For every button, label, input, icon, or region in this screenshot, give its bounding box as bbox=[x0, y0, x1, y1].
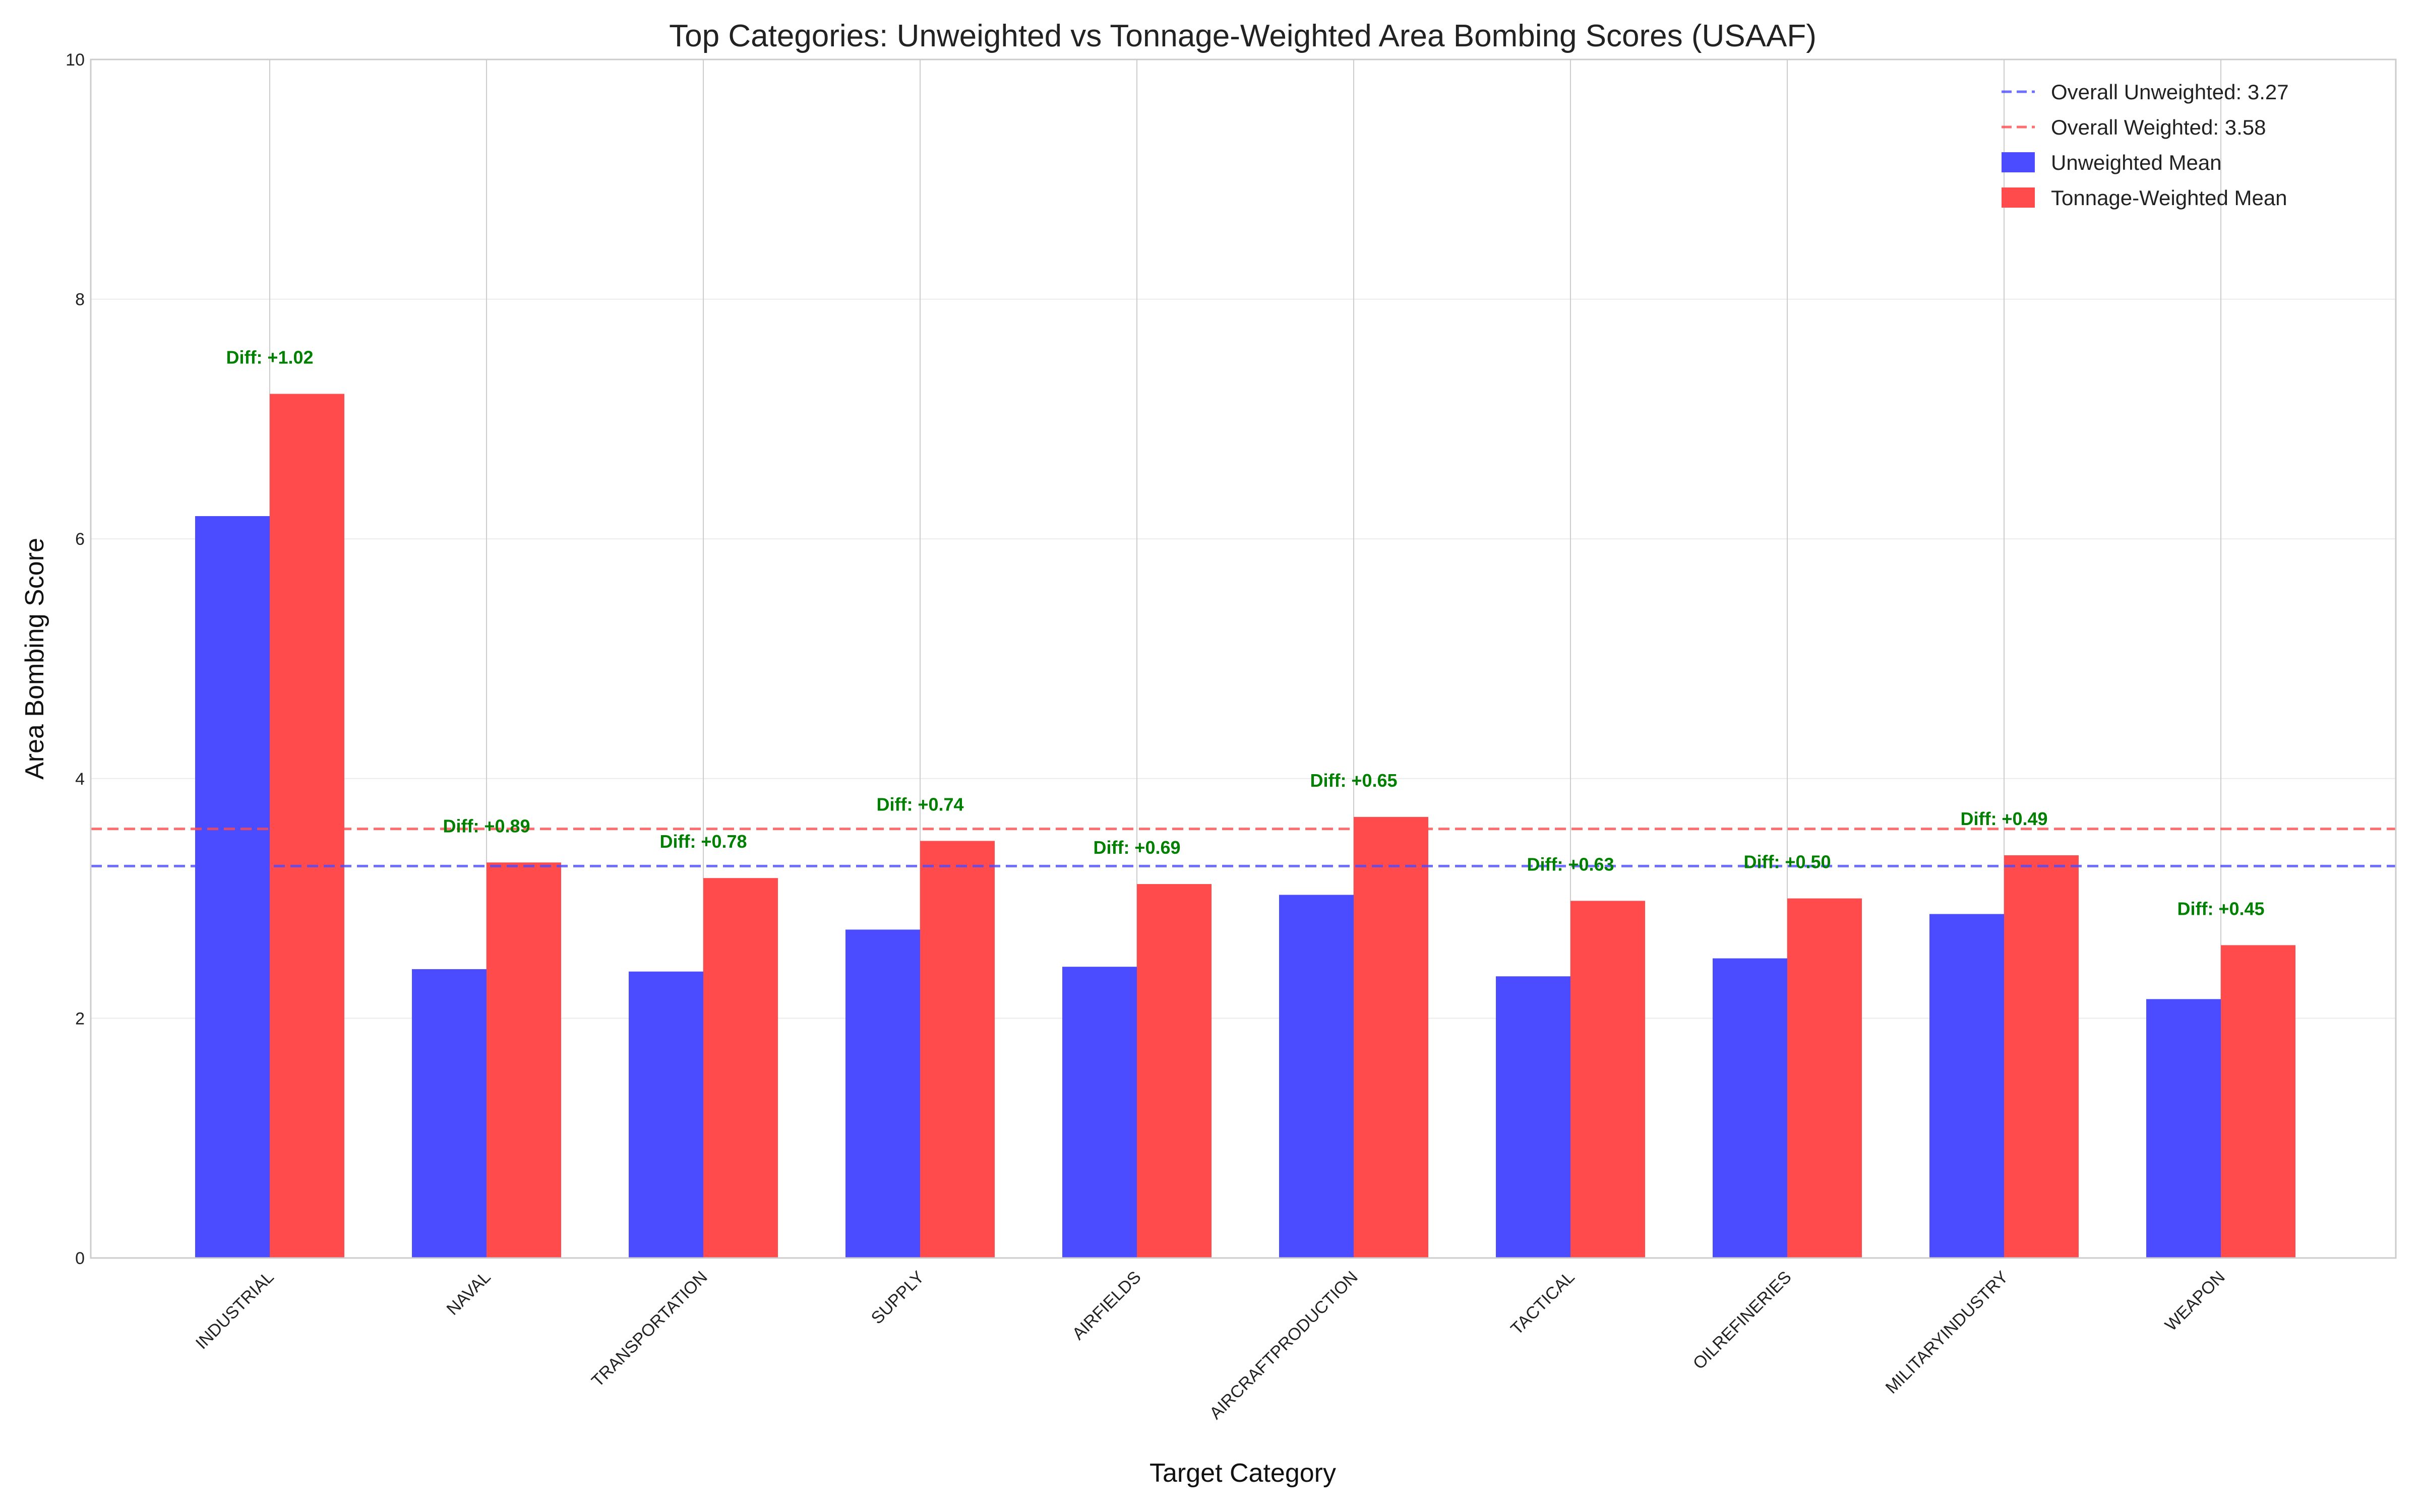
x-axis-title: Target Category bbox=[1150, 1459, 1336, 1488]
diff-label: Diff: +0.65 bbox=[1310, 770, 1397, 791]
legend-swatch bbox=[2002, 187, 2035, 208]
chart-title: Top Categories: Unweighted vs Tonnage-We… bbox=[669, 19, 1817, 53]
bar-weighted bbox=[2004, 855, 2079, 1258]
legend-label: Tonnage-Weighted Mean bbox=[2051, 186, 2287, 210]
diff-label: Diff: +0.78 bbox=[659, 831, 747, 852]
bar-weighted bbox=[2221, 945, 2295, 1258]
y-axis-title: Area Bombing Score bbox=[20, 538, 49, 780]
legend-label: Overall Unweighted: 3.27 bbox=[2051, 80, 2289, 104]
y-tick-label: 4 bbox=[75, 770, 85, 789]
diff-label: Diff: +0.50 bbox=[1743, 852, 1831, 872]
diff-labels: Diff: +1.02 Diff: +0.89 Diff: +0.78 Diff: +… bbox=[226, 347, 2264, 919]
y-tick-label: 8 bbox=[75, 290, 85, 309]
diff-label: Diff: +0.74 bbox=[876, 794, 963, 814]
plot-frame bbox=[90, 58, 2397, 1259]
bar-weighted bbox=[920, 841, 995, 1258]
bar-unweighted bbox=[195, 516, 270, 1258]
bar-unweighted bbox=[412, 969, 487, 1258]
bar-unweighted bbox=[629, 971, 703, 1258]
legend-label: Unweighted Mean bbox=[2051, 151, 2222, 174]
bar-weighted bbox=[1570, 901, 1645, 1258]
bar-weighted bbox=[1137, 884, 1212, 1258]
diff-label: Diff: +0.49 bbox=[1960, 808, 2047, 829]
bar-unweighted bbox=[1279, 895, 1354, 1258]
diff-label: Diff: +0.69 bbox=[1093, 837, 1180, 858]
bar-weighted bbox=[703, 878, 778, 1258]
bar-unweighted bbox=[1713, 958, 1787, 1258]
y-tick-label: 0 bbox=[75, 1249, 85, 1268]
y-tick-label: 10 bbox=[66, 50, 85, 70]
bar-unweighted bbox=[1929, 914, 2004, 1258]
bar-weighted bbox=[270, 394, 344, 1258]
y-tick-label: 6 bbox=[75, 530, 85, 549]
bar-weighted bbox=[1354, 816, 1428, 1258]
legend-swatch bbox=[2002, 152, 2035, 172]
bar-weighted bbox=[1787, 898, 1862, 1258]
bar-unweighted bbox=[1496, 976, 1570, 1258]
diff-label: Diff: +0.89 bbox=[443, 815, 530, 836]
bar-unweighted bbox=[845, 929, 920, 1258]
legend: Overall Unweighted: 3.27 Overall Weighted… bbox=[2002, 80, 2289, 210]
bar-weighted bbox=[487, 862, 561, 1258]
y-axis-ticks: 0 2 4 6 8 10 bbox=[66, 50, 85, 1268]
y-tick-label: 2 bbox=[75, 1009, 85, 1028]
bar-unweighted bbox=[2146, 999, 2221, 1258]
diff-label: Diff: +0.63 bbox=[1527, 854, 1614, 874]
bar-unweighted bbox=[1062, 967, 1137, 1258]
diff-label: Diff: +1.02 bbox=[226, 347, 313, 367]
diff-label: Diff: +0.45 bbox=[2177, 898, 2264, 919]
bar-group bbox=[91, 394, 2396, 1258]
legend-label: Overall Weighted: 3.58 bbox=[2051, 115, 2266, 139]
